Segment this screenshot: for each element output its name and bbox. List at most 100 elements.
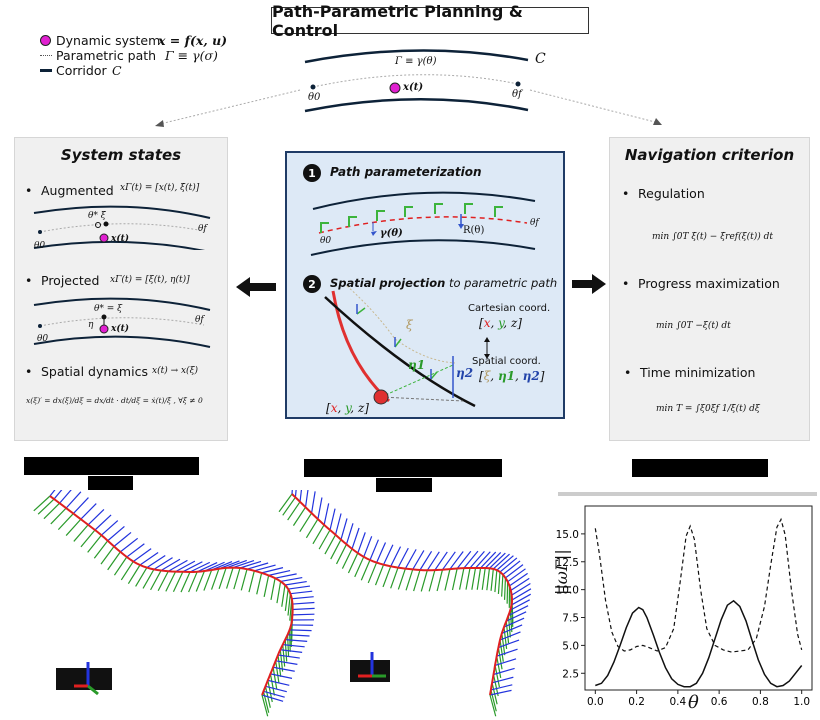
redacted-header-left-2	[88, 476, 133, 490]
frame-axis-green	[270, 674, 274, 696]
frame-axis-blue	[324, 503, 329, 525]
frame-axis-blue	[391, 547, 401, 567]
frame-axis-blue	[512, 584, 531, 596]
regulation-equation: min ∫0T ξ̇(t) − ξ̇ref(ξ(t)) dt	[652, 232, 773, 242]
frame-axis-green	[204, 570, 212, 591]
frame-axis-blue	[290, 630, 312, 631]
thetaf-label: θf	[512, 89, 522, 100]
y-tick-label: 2.5	[562, 668, 579, 680]
frame-axis-green	[498, 572, 500, 594]
frames-right	[279, 490, 531, 716]
frame-axis-green	[241, 569, 247, 590]
frame-axis-green	[196, 571, 204, 591]
frame-axis-green	[271, 578, 275, 600]
frame-axis-green	[288, 502, 300, 520]
frame-axis-blue	[508, 569, 526, 582]
corridor-lower	[305, 99, 528, 111]
frame-axis-green	[283, 497, 296, 515]
frame-axis-green	[66, 519, 81, 535]
frame-axis-blue	[457, 551, 471, 568]
frame-axis-blue	[490, 690, 512, 695]
frame-axis-blue	[292, 597, 314, 599]
chart-ylabel: ||ωΓ||	[552, 549, 571, 595]
frame-axis-green	[342, 549, 352, 569]
frame-axis-green	[331, 540, 341, 559]
frame-axis-blue	[306, 490, 309, 507]
plot-frame	[585, 506, 812, 690]
frame-axis-blue	[341, 518, 347, 539]
top-corridor-diagram	[0, 0, 820, 140]
x-tick-label: 0.4	[670, 696, 687, 708]
axes-triad-left	[56, 662, 112, 694]
x-tick-label: 0.0	[587, 696, 604, 708]
frame-axis-blue	[512, 589, 531, 600]
frame-axis-green	[74, 525, 88, 542]
frame-axis-blue	[442, 552, 455, 570]
frame-axis-green	[101, 546, 114, 564]
frame-axis-green	[460, 568, 464, 590]
frame-axis-blue	[336, 513, 342, 534]
frame-axis-green	[44, 503, 60, 518]
frame-axis-blue	[73, 498, 88, 514]
chart-xlabel: θ	[688, 692, 699, 713]
frame-axis-blue	[509, 573, 527, 585]
frame-axis-green	[219, 568, 226, 589]
frame-axis-green	[337, 544, 347, 564]
frame-axis-green	[279, 494, 292, 512]
arrow-right-icon	[572, 274, 606, 294]
frame-axis-green	[276, 661, 279, 683]
frame-axis-green	[38, 499, 54, 514]
frame-axis-blue	[281, 578, 303, 582]
frame-axis-blue	[464, 551, 478, 568]
frame-axis-blue	[120, 538, 137, 552]
frame-axis-green	[51, 508, 66, 524]
frame-axis-blue	[511, 578, 529, 590]
pointer-right	[530, 90, 655, 122]
frame-axis-blue	[510, 600, 529, 610]
spatial-dynamics-label: Spatial dynamics	[41, 364, 148, 379]
frame-axis-blue	[512, 594, 531, 605]
frame-axis-green	[376, 565, 384, 585]
trajectory-path	[50, 496, 293, 695]
frame-axis-green	[300, 513, 312, 532]
frame-axis-green	[445, 569, 450, 590]
frame-axis-green	[495, 570, 497, 592]
frame-axis-green	[391, 568, 398, 589]
frame-axis-green	[429, 570, 435, 591]
angular-velocity-chart: 0.0 0.2 0.4 0.6 0.8 1.0 2.5 5.0 7.5 10.0 12.5 15.0	[555, 490, 820, 720]
frame-axis-blue	[161, 559, 180, 570]
projected-label: Projected	[41, 273, 99, 288]
frame-axis-blue	[168, 560, 187, 571]
frame-axis-green	[477, 568, 480, 590]
frame-axis-blue	[154, 558, 173, 570]
frame-axis-blue	[352, 528, 359, 549]
trajectory-path	[292, 494, 512, 695]
frame-axis-green	[114, 557, 126, 575]
x-tick-label: 0.6	[711, 696, 728, 708]
y-tick-label: 7.5	[562, 613, 579, 625]
spatial-dynamics-formula: x(ξ)′ = dx(ξ)/dξ = dx/dt · dt/dξ = ẋ(t)/…	[26, 396, 222, 405]
frame-axis-green	[257, 573, 262, 594]
frame-axis-blue	[288, 586, 310, 589]
progress-equation: min ∫0T −ξ(t) dt	[656, 321, 731, 331]
navigation-criterion-title: Navigation criterion	[610, 146, 809, 164]
frame-axis-green	[491, 569, 493, 591]
frame-axis-green	[437, 570, 442, 591]
frame-axis-blue	[54, 490, 68, 499]
state-label: x(t)	[403, 82, 423, 93]
y-tick-label: 5.0	[562, 640, 579, 652]
frame-axis-blue	[88, 509, 104, 524]
frame-axis-blue	[377, 542, 386, 562]
frame-axis-green	[264, 575, 269, 597]
frame-axis-green	[355, 557, 364, 577]
frame-axis-blue	[269, 571, 290, 576]
frame-axis-blue	[295, 490, 297, 497]
frame-axis-green	[348, 553, 357, 573]
redacted-header-right	[632, 459, 768, 477]
frame-axis-blue	[312, 491, 316, 513]
frame-axis-green	[414, 570, 420, 591]
frame-axis-green	[290, 630, 291, 652]
frame-axis-blue	[285, 640, 307, 642]
frame-axis-green	[285, 589, 288, 611]
frame-axis-blue	[330, 509, 335, 530]
